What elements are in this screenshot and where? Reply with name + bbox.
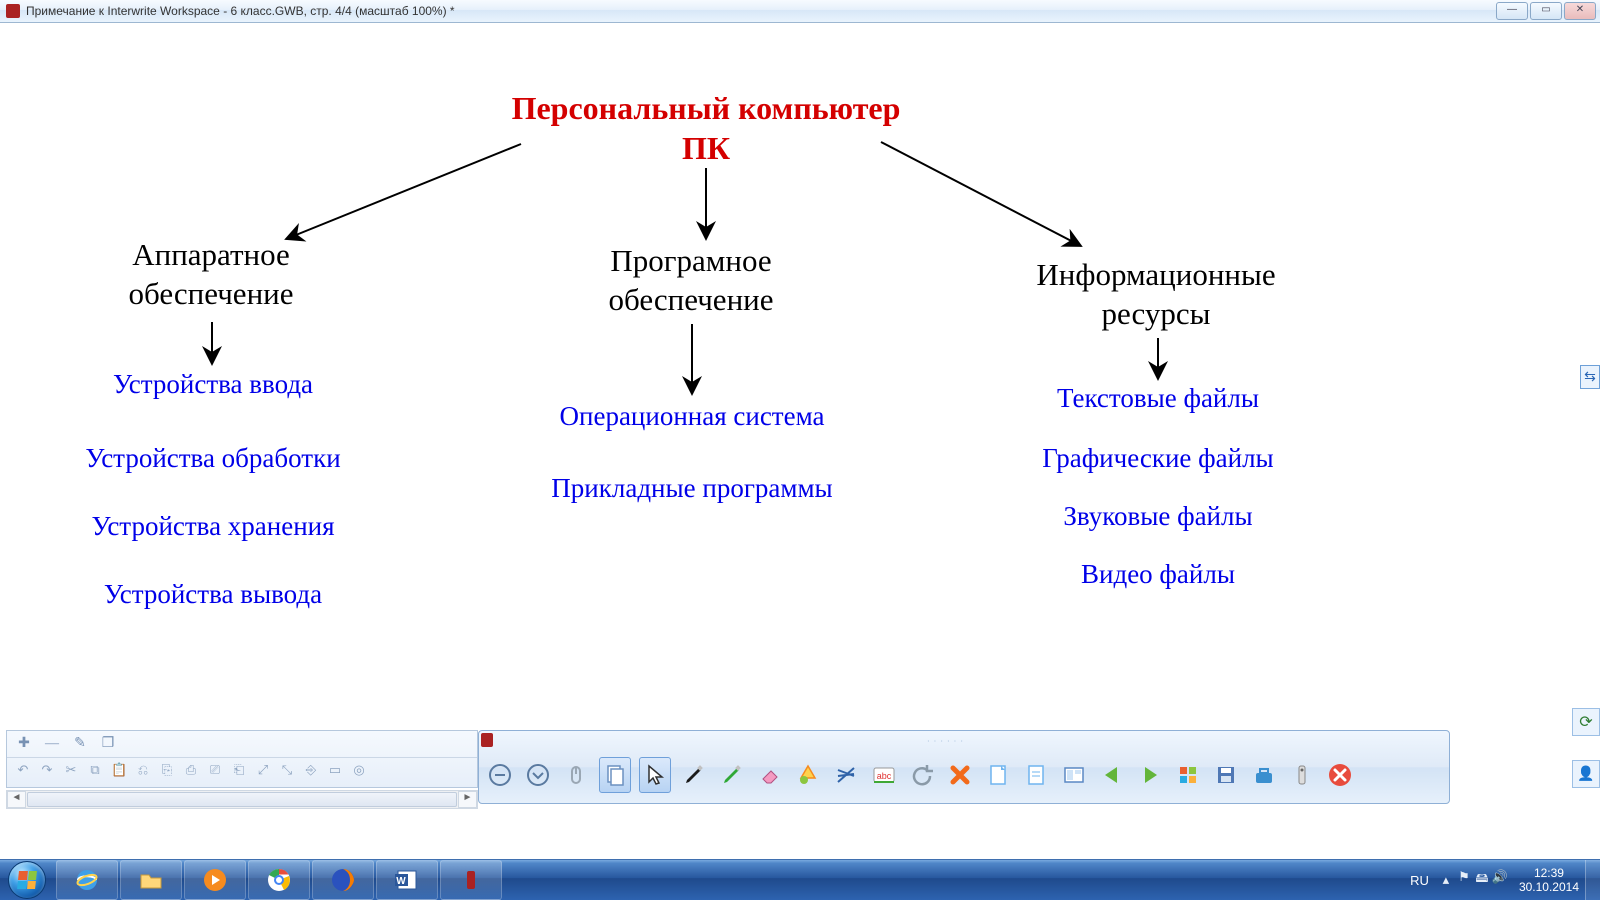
app-icon (6, 4, 20, 18)
sec-toolbar-small-btn-13[interactable]: ▭ (327, 762, 343, 778)
zoom-out-icon[interactable] (485, 758, 515, 792)
diagram-leaf-hardware-3: Устройства вывода (13, 578, 413, 612)
secondary-toolbar: ✚ — ✎ ❐ ↶ ↷ ✂ ⧉ 📋 ⎌ ⎘ ⎙ ⎚ ⎗ ⤢ ⤡ ⎆ ▭ ◎ (6, 730, 478, 788)
sec-toolbar-btn-2[interactable]: ✎ (71, 735, 89, 753)
diagram-leaf-hardware-2: Устройства хранения (13, 510, 413, 544)
delete-icon[interactable] (945, 758, 975, 792)
remote-icon[interactable] (1287, 758, 1317, 792)
windows-taskbar: W RU ▴ ⚑🖴🔊 12:39 30.10.2014 (0, 859, 1600, 900)
window-titlebar: Примечание к Interwrite Workspace - 6 кл… (0, 0, 1600, 23)
diagram-leaf-hardware-1: Устройства обработки (13, 442, 413, 476)
sec-toolbar-btn-0[interactable]: ✚ (15, 735, 33, 753)
main-toolbar[interactable]: · · · · · · abc (478, 730, 1450, 804)
tray-icon-0[interactable]: ⚑ (1455, 869, 1473, 891)
sec-toolbar-small-btn-4[interactable]: 📋 (111, 762, 127, 778)
sec-toolbar-small-btn-5[interactable]: ⎌ (135, 762, 151, 778)
explorer-icon[interactable] (120, 860, 182, 900)
zoom-in-icon[interactable] (523, 758, 553, 792)
shapes-icon[interactable] (793, 758, 823, 792)
tray-icon-1[interactable]: 🖴 (1473, 869, 1491, 891)
grid-icon[interactable] (1173, 758, 1203, 792)
diagram-leaf-software-1: Прикладные программы (492, 472, 892, 506)
pen-black-icon[interactable] (679, 758, 709, 792)
pages-icon[interactable] (599, 757, 631, 793)
media-icon[interactable] (184, 860, 246, 900)
svg-text:abc: abc (877, 771, 892, 781)
system-tray: RU ▴ ⚑🖴🔊 12:39 30.10.2014 (1410, 860, 1600, 900)
sec-toolbar-small-btn-14[interactable]: ◎ (351, 762, 367, 778)
tools-icon[interactable] (1249, 758, 1279, 792)
prev-icon[interactable] (1097, 758, 1127, 792)
sec-toolbar-small-btn-0[interactable]: ↶ (15, 762, 31, 778)
maximize-button[interactable]: ▭ (1530, 2, 1562, 20)
sec-toolbar-small-btn-10[interactable]: ⤢ (255, 762, 271, 778)
sec-toolbar-small-btn-12[interactable]: ⎆ (303, 762, 319, 778)
save-icon[interactable] (1211, 758, 1241, 792)
clock-time: 12:39 (1519, 866, 1579, 880)
sec-toolbar-small-btn-1[interactable]: ↷ (39, 762, 55, 778)
newpage-icon[interactable] (983, 758, 1013, 792)
sec-toolbar-small-btn-3[interactable]: ⧉ (87, 762, 103, 778)
next-icon[interactable] (1135, 758, 1165, 792)
diagram-leaf-resources-2: Звуковые файлы (958, 500, 1358, 534)
tray-chevron-icon[interactable]: ▴ (1437, 872, 1455, 888)
diagram-leaf-hardware-0: Устройства ввода (13, 368, 413, 402)
blankpage-icon[interactable] (1021, 758, 1051, 792)
diagram-leaf-software-0: Операционная система (492, 400, 892, 434)
show-desktop-button[interactable] (1585, 860, 1600, 900)
sec-toolbar-small-btn-6[interactable]: ⎘ (159, 762, 175, 778)
svg-text:W: W (396, 876, 406, 887)
window-title: Примечание к Interwrite Workspace - 6 кл… (26, 4, 455, 18)
sec-toolbar-small-btn-8[interactable]: ⎚ (207, 762, 223, 778)
ie-icon[interactable] (56, 860, 118, 900)
diagram-branch-resources: Информационные ресурсы (976, 256, 1336, 334)
canvas[interactable]: Персональный компьютер ПК Аппаратное обес… (6, 24, 1446, 724)
diagram-root: Персональный компьютер ПК (486, 88, 926, 168)
sec-toolbar-small-btn-9[interactable]: ⎗ (231, 762, 247, 778)
diagram-leaf-resources-3: Видео файлы (958, 558, 1358, 592)
mouse-icon[interactable] (561, 758, 591, 792)
exit-icon[interactable] (1325, 758, 1355, 792)
sec-toolbar-btn-1[interactable]: — (43, 735, 61, 753)
user-handle-icon[interactable]: 👤 (1572, 760, 1600, 788)
scroll-thumb[interactable] (27, 792, 457, 807)
undo-icon[interactable] (907, 758, 937, 792)
text-icon[interactable]: abc (869, 758, 899, 792)
close-button[interactable]: ✕ (1564, 2, 1596, 20)
chrome-icon[interactable] (248, 860, 310, 900)
pen-green-icon[interactable] (717, 758, 747, 792)
scroll-left-button[interactable]: ◄ (7, 791, 26, 808)
word-icon[interactable]: W (376, 860, 438, 900)
cursor-icon[interactable] (639, 757, 671, 793)
windows-orb-icon (8, 861, 46, 899)
diagram-branch-hardware: Аппаратное обеспечение (31, 236, 391, 314)
refresh-handle-icon[interactable]: ⟳ (1572, 708, 1600, 736)
sec-toolbar-small-btn-11[interactable]: ⤡ (279, 762, 295, 778)
sec-toolbar-btn-3[interactable]: ❐ (99, 735, 117, 753)
diagram-leaf-resources-1: Графические файлы (958, 442, 1358, 476)
minimize-button[interactable]: — (1496, 2, 1528, 20)
horizontal-scrollbar[interactable]: ◄ ► (6, 790, 478, 809)
eraser-icon[interactable] (755, 758, 785, 792)
clock[interactable]: 12:39 30.10.2014 (1519, 866, 1579, 895)
tray-icon-2[interactable]: 🔊 (1491, 869, 1509, 891)
clock-date: 30.10.2014 (1519, 880, 1579, 894)
toolbar-drag-dots[interactable]: · · · · · · (927, 737, 964, 746)
lines-icon[interactable] (831, 758, 861, 792)
gallery-icon[interactable] (1059, 758, 1089, 792)
scroll-right-button[interactable]: ► (458, 791, 477, 808)
toolbar-grip-icon[interactable] (481, 733, 493, 747)
collapse-handle-icon[interactable]: ⇆ (1580, 365, 1600, 389)
diagram-leaf-resources-0: Текстовые файлы (958, 382, 1358, 416)
language-indicator[interactable]: RU (1410, 873, 1429, 888)
diagram-branch-software: Програмное обеспечение (511, 242, 871, 320)
sec-toolbar-small-btn-7[interactable]: ⎙ (183, 762, 199, 778)
sec-toolbar-small-btn-2[interactable]: ✂ (63, 762, 79, 778)
start-button[interactable] (0, 860, 54, 900)
interwrite-icon[interactable] (440, 860, 502, 900)
firefox-icon[interactable] (312, 860, 374, 900)
